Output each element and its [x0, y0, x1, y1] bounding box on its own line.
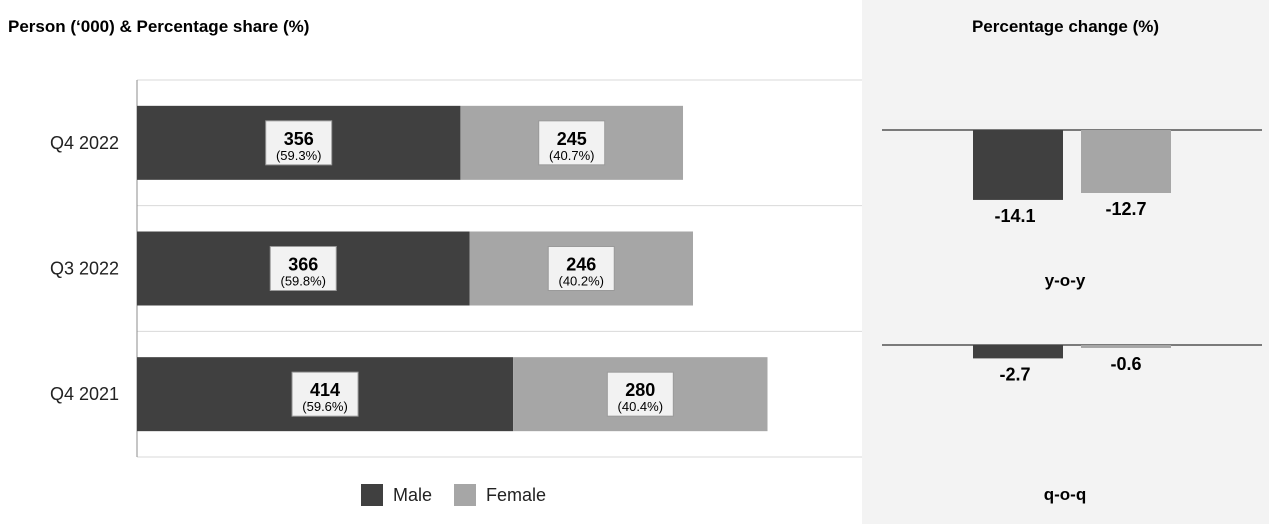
- category-label: Q4 2022: [50, 133, 119, 153]
- data-label-box: [265, 120, 333, 166]
- group-label-y-o-y: y-o-y: [1045, 271, 1086, 290]
- data-label-box: [538, 120, 606, 166]
- legend-label-male: Male: [393, 484, 433, 505]
- change-bar-female: [1081, 345, 1171, 348]
- data-label-share: (59.6%): [302, 399, 348, 414]
- category-label: Q4 2021: [50, 384, 119, 404]
- data-label-share: (59.3%): [276, 148, 322, 163]
- legend-label-female: Female: [486, 484, 547, 505]
- data-label-share: (40.4%): [618, 399, 664, 414]
- data-label-value: 246: [566, 255, 596, 275]
- right-chart-title: Percentage change (%): [971, 17, 1160, 36]
- change-value-label: -14.1: [994, 206, 1035, 226]
- change-bar-female: [1081, 130, 1171, 193]
- legend: Male Female: [361, 484, 568, 506]
- data-label-share: (40.2%): [558, 274, 604, 289]
- data-label-box: [291, 371, 359, 417]
- data-label-value: 245: [557, 129, 587, 149]
- data-label-box: [547, 246, 615, 291]
- data-label-box: [269, 246, 337, 291]
- data-label-box: [606, 371, 674, 417]
- change-value-label: -12.7: [1105, 199, 1146, 219]
- data-label-share: (59.8%): [280, 274, 326, 289]
- data-label-value: 280: [625, 380, 655, 400]
- category-label: Q3 2022: [50, 259, 119, 279]
- data-label-value: 366: [288, 255, 318, 275]
- change-value-label: -2.7: [999, 364, 1030, 384]
- change-bar-male: [973, 130, 1063, 200]
- legend-item-male: Male: [361, 484, 432, 506]
- data-label-value: 356: [284, 129, 314, 149]
- change-value-label: -0.6: [1110, 354, 1141, 374]
- legend-item-female: Female: [454, 484, 546, 506]
- group-label-q-o-q: q-o-q: [1044, 485, 1086, 504]
- data-label-value: 414: [310, 380, 340, 400]
- legend-swatch-male: [361, 484, 383, 506]
- legend-swatch-female: [454, 484, 477, 506]
- percentage-change-panel: Percentage change (%): [862, 0, 1269, 524]
- change-bar-male: [973, 345, 1063, 359]
- left-chart-title: Person (‘000) & Percentage share (%): [8, 17, 310, 36]
- data-label-share: (40.7%): [549, 148, 595, 163]
